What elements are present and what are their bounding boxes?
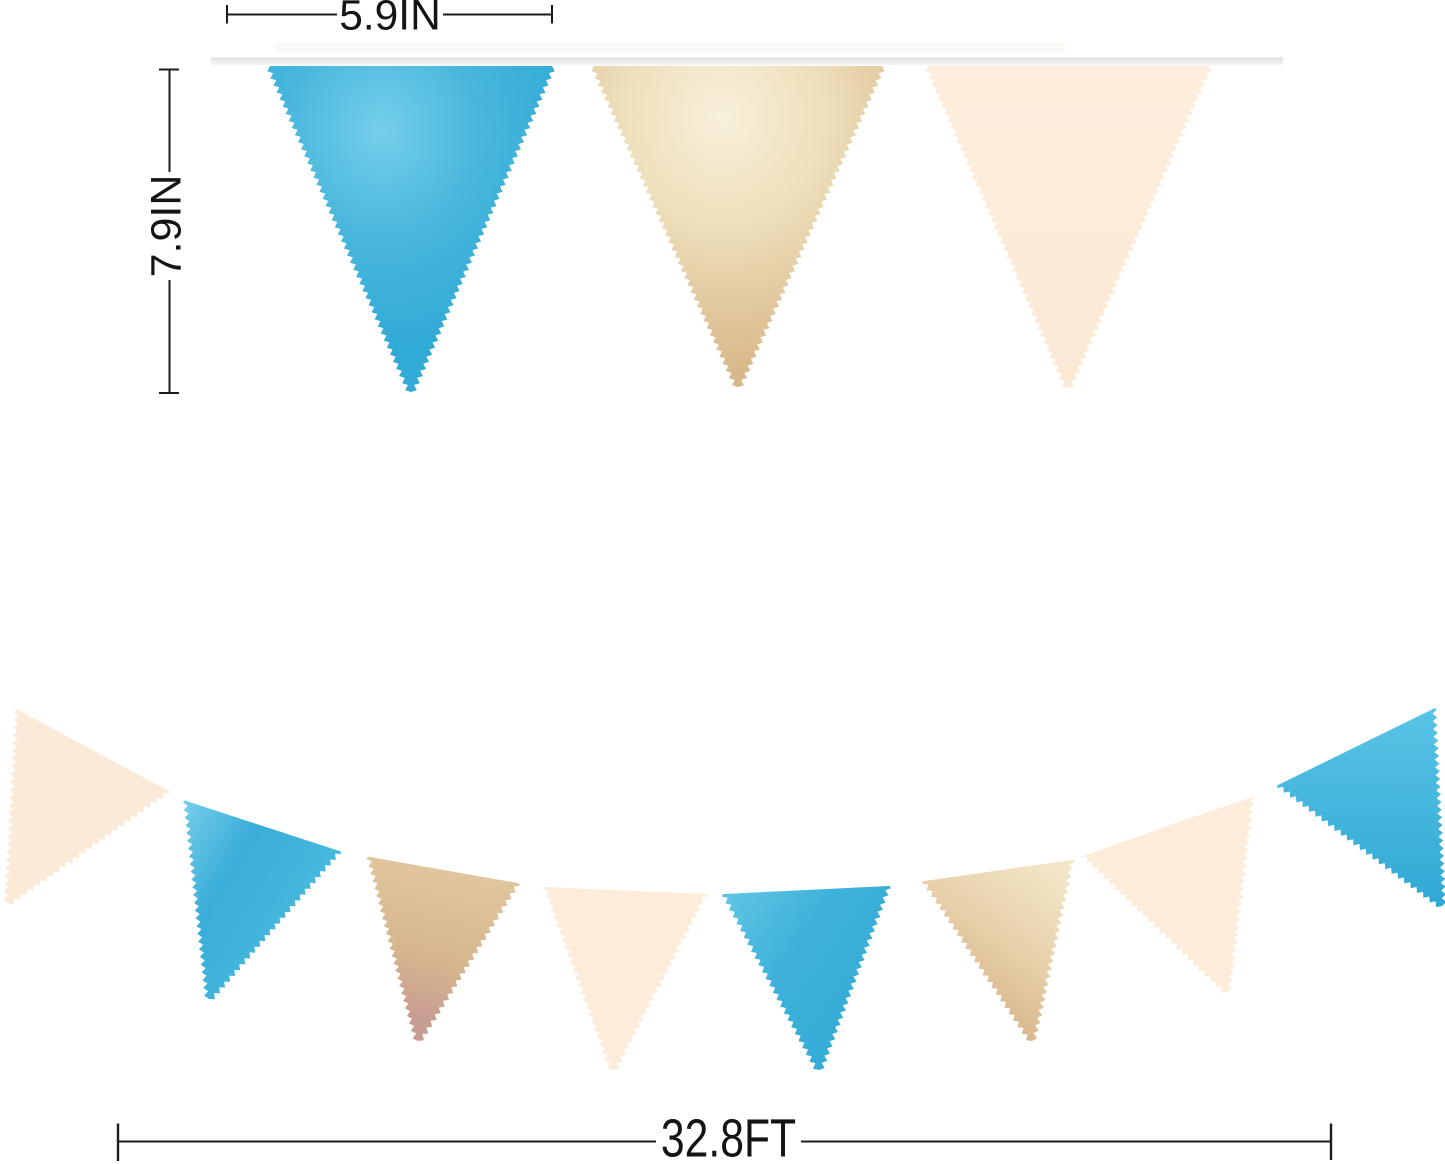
svg-text:5.9IN: 5.9IN bbox=[339, 0, 441, 40]
svg-text:7.9IN: 7.9IN bbox=[143, 175, 191, 278]
svg-text:32.8FT: 32.8FT bbox=[661, 1109, 796, 1164]
